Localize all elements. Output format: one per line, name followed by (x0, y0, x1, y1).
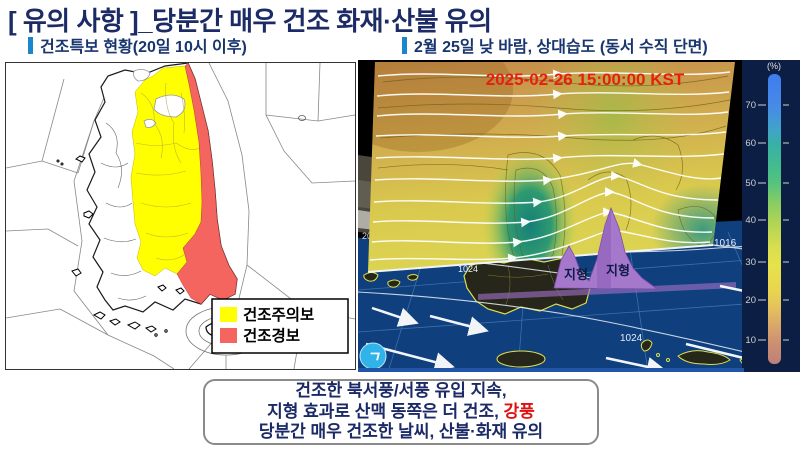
colorbar-unit: (%) (767, 61, 781, 71)
summary-line-2-highlight: 강풍 (503, 401, 535, 421)
cross-section-visualization: 1024 1024 1016 20 (358, 60, 800, 372)
coastal-islands (56, 155, 185, 337)
county-lines-yellow (135, 82, 200, 261)
page-title: [ 유의 사항 ]_당분간 매우 건조 화재·산불 유의 (8, 6, 492, 36)
terrain-label-1: 지형 (564, 267, 588, 282)
blue-bar-icon (402, 37, 407, 54)
left-subtitle-text: 건조특보 현황(20일 10시 이후) (40, 39, 247, 56)
left-subtitle: 건조특보 현황(20일 10시 이후) (28, 33, 247, 57)
satellite-edge-label: 20 (362, 231, 372, 241)
timestamp: 2025-02-26 15:00:00 KST (486, 70, 685, 89)
map-legend: 건조주의보 건조경보 (211, 298, 349, 354)
advisory-map-panel: 건조주의보 건조경보 (5, 62, 356, 370)
county-lines-west (100, 122, 147, 301)
bottom-blue-strip (358, 368, 744, 372)
tick-50: 50 (745, 178, 756, 189)
isobar-label-1024-right: 1024 (620, 333, 643, 344)
wind-streamlines (369, 69, 731, 264)
terrain-silhouette (478, 206, 736, 300)
colorbar-gradient (768, 74, 781, 364)
colorbar-tick-labels: 70 60 50 40 30 20 10 (745, 100, 756, 346)
summary-line-3: 당분간 매우 건조한 날씨, 산불·화재 유의 (258, 422, 544, 442)
tick-70: 70 (745, 100, 756, 111)
colorbar-tick-marks (758, 104, 789, 341)
legend-swatch-advisory (220, 307, 237, 322)
tick-40: 40 (745, 215, 756, 226)
legend-label-warning: 건조경보 (243, 327, 300, 345)
isobar-label-1016: 1016 (714, 238, 737, 249)
blue-bar-icon (28, 37, 33, 54)
tick-10: 10 (745, 335, 756, 346)
legend-label-advisory: 건조주의보 (243, 306, 314, 324)
right-subtitle-text: 2월 25일 낮 바람, 상대습도 (동서 수직 단면) (414, 39, 708, 56)
korea-advisory-map: 건조주의보 건조경보 (6, 63, 355, 369)
kma-logo-glyph: ㄱ (366, 349, 380, 366)
colorbar: (%) 70 60 50 40 30 20 10 (742, 60, 800, 372)
jeju-island (496, 350, 546, 368)
no-advisory-enclaves (133, 69, 186, 128)
kma-logo: ㄱ (359, 342, 387, 370)
right-subtitle: 2월 25일 낮 바람, 상대습도 (동서 수직 단면) (402, 33, 708, 57)
cross-section-panel: 1024 1024 1016 20 (358, 60, 800, 372)
legend-swatch-warning (220, 328, 237, 343)
tick-30: 30 (745, 257, 756, 268)
plane-base-line (367, 244, 714, 273)
tick-20: 20 (745, 295, 756, 306)
isobar-label-1024-left: 1024 (458, 264, 478, 274)
terrain-label-2: 지형 (606, 263, 630, 278)
tick-60: 60 (745, 138, 756, 149)
summary-line-1: 건조한 북서풍/서풍 유입 지속, (295, 380, 507, 400)
summary-line-2-text: 지형 효과로 산맥 동쪽은 더 건조, (267, 401, 504, 421)
summary-box: 건조한 북서풍/서풍 유입 지속, 지형 효과로 산맥 동쪽은 더 건조, 강풍… (203, 379, 599, 445)
dry-warning-region (176, 63, 238, 305)
summary-line-2: 지형 효과로 산맥 동쪽은 더 건조, 강풍 (267, 402, 535, 423)
